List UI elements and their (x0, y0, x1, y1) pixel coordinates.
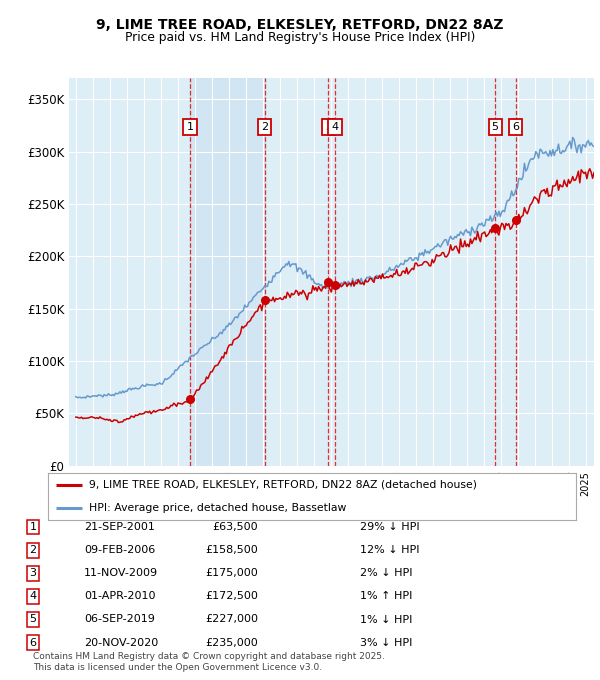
Text: 5: 5 (491, 122, 499, 132)
Text: 4: 4 (331, 122, 338, 132)
Text: 01-APR-2010: 01-APR-2010 (84, 592, 155, 601)
Text: 29% ↓ HPI: 29% ↓ HPI (360, 522, 419, 532)
Text: £175,000: £175,000 (205, 568, 258, 578)
Text: 06-SEP-2019: 06-SEP-2019 (84, 615, 155, 624)
Text: £158,500: £158,500 (205, 545, 258, 555)
Text: HPI: Average price, detached house, Bassetlaw: HPI: Average price, detached house, Bass… (89, 503, 347, 513)
Text: £235,000: £235,000 (205, 638, 258, 647)
Text: 11-NOV-2009: 11-NOV-2009 (84, 568, 158, 578)
Text: 4: 4 (29, 592, 37, 601)
Text: 2: 2 (261, 122, 268, 132)
Text: £63,500: £63,500 (212, 522, 258, 532)
Text: £227,000: £227,000 (205, 615, 258, 624)
Text: 21-SEP-2001: 21-SEP-2001 (84, 522, 155, 532)
Text: 6: 6 (29, 638, 37, 647)
Text: 9, LIME TREE ROAD, ELKESLEY, RETFORD, DN22 8AZ (detached house): 9, LIME TREE ROAD, ELKESLEY, RETFORD, DN… (89, 480, 477, 490)
Text: 3% ↓ HPI: 3% ↓ HPI (360, 638, 412, 647)
Text: 1: 1 (29, 522, 37, 532)
Text: 20-NOV-2020: 20-NOV-2020 (84, 638, 158, 647)
Text: 2: 2 (29, 545, 37, 555)
Text: 3: 3 (29, 568, 37, 578)
Bar (190, 78, 265, 466)
Text: 2% ↓ HPI: 2% ↓ HPI (360, 568, 413, 578)
Text: 1: 1 (187, 122, 193, 132)
Text: 9, LIME TREE ROAD, ELKESLEY, RETFORD, DN22 8AZ: 9, LIME TREE ROAD, ELKESLEY, RETFORD, DN… (96, 18, 504, 32)
Text: 5: 5 (29, 615, 37, 624)
Text: 6: 6 (512, 122, 519, 132)
Text: Contains HM Land Registry data © Crown copyright and database right 2025.
This d: Contains HM Land Registry data © Crown c… (33, 652, 385, 672)
Text: Price paid vs. HM Land Registry's House Price Index (HPI): Price paid vs. HM Land Registry's House … (125, 31, 475, 44)
Text: 09-FEB-2006: 09-FEB-2006 (84, 545, 155, 555)
Text: £172,500: £172,500 (205, 592, 258, 601)
Text: 1% ↓ HPI: 1% ↓ HPI (360, 615, 412, 624)
Text: 3: 3 (325, 122, 332, 132)
Text: 12% ↓ HPI: 12% ↓ HPI (360, 545, 419, 555)
Text: 1% ↑ HPI: 1% ↑ HPI (360, 592, 412, 601)
